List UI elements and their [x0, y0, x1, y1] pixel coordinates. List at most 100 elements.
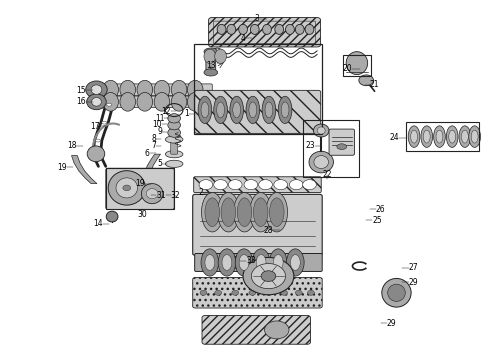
Ellipse shape — [266, 193, 288, 232]
FancyBboxPatch shape — [95, 84, 212, 95]
Ellipse shape — [165, 160, 183, 167]
Ellipse shape — [137, 93, 153, 111]
Ellipse shape — [87, 94, 106, 110]
Ellipse shape — [308, 290, 315, 295]
Ellipse shape — [234, 193, 255, 232]
Ellipse shape — [259, 180, 272, 190]
Ellipse shape — [346, 51, 368, 75]
Text: 16: 16 — [76, 97, 86, 106]
Ellipse shape — [168, 114, 180, 123]
Ellipse shape — [295, 290, 302, 295]
Ellipse shape — [215, 290, 221, 295]
Text: 8: 8 — [151, 134, 156, 143]
Ellipse shape — [123, 185, 131, 191]
Ellipse shape — [314, 124, 329, 137]
Ellipse shape — [246, 96, 260, 123]
Ellipse shape — [214, 96, 227, 123]
Text: 19: 19 — [57, 163, 67, 172]
Ellipse shape — [147, 189, 158, 199]
Text: 26: 26 — [376, 205, 386, 214]
Text: 6: 6 — [145, 149, 150, 158]
Ellipse shape — [382, 278, 411, 307]
Text: 29: 29 — [409, 278, 418, 287]
Text: 2: 2 — [199, 188, 203, 197]
FancyBboxPatch shape — [171, 140, 177, 154]
Ellipse shape — [265, 102, 273, 118]
Ellipse shape — [261, 271, 276, 282]
Ellipse shape — [265, 321, 289, 339]
Ellipse shape — [287, 249, 304, 276]
Text: 22: 22 — [322, 170, 332, 179]
Text: 24: 24 — [389, 133, 399, 142]
Ellipse shape — [187, 93, 203, 111]
Bar — [106, 168, 174, 210]
Ellipse shape — [423, 130, 430, 143]
Ellipse shape — [237, 198, 252, 226]
Text: 12: 12 — [161, 107, 171, 116]
Text: 11: 11 — [155, 114, 164, 123]
Text: 21: 21 — [369, 81, 379, 90]
Ellipse shape — [446, 126, 458, 147]
Ellipse shape — [201, 193, 223, 232]
Ellipse shape — [204, 48, 218, 55]
Bar — [406, 122, 479, 151]
Ellipse shape — [421, 126, 433, 147]
Ellipse shape — [221, 198, 236, 226]
Ellipse shape — [96, 139, 100, 142]
Ellipse shape — [303, 180, 317, 190]
Ellipse shape — [187, 80, 203, 99]
Ellipse shape — [265, 290, 272, 295]
Ellipse shape — [295, 24, 304, 35]
FancyBboxPatch shape — [206, 52, 216, 73]
FancyBboxPatch shape — [193, 278, 322, 308]
Text: 33: 33 — [246, 256, 256, 265]
Ellipse shape — [239, 24, 247, 35]
Ellipse shape — [198, 96, 212, 123]
Ellipse shape — [408, 126, 420, 147]
Text: 10: 10 — [152, 120, 162, 129]
Text: 7: 7 — [151, 141, 156, 150]
Ellipse shape — [91, 85, 102, 94]
Text: 13: 13 — [206, 61, 216, 70]
Ellipse shape — [256, 255, 266, 270]
Ellipse shape — [168, 121, 180, 130]
Ellipse shape — [137, 80, 153, 99]
Ellipse shape — [154, 93, 170, 111]
Ellipse shape — [199, 180, 213, 190]
Ellipse shape — [165, 136, 183, 143]
Ellipse shape — [230, 96, 244, 123]
Ellipse shape — [388, 284, 405, 301]
Ellipse shape — [217, 24, 226, 35]
Text: 31: 31 — [156, 190, 166, 199]
Text: 14: 14 — [94, 219, 103, 228]
Text: 5: 5 — [157, 159, 162, 168]
Ellipse shape — [168, 128, 180, 137]
Ellipse shape — [263, 24, 271, 35]
Ellipse shape — [462, 130, 468, 143]
Ellipse shape — [318, 127, 325, 134]
FancyBboxPatch shape — [106, 168, 174, 210]
Ellipse shape — [309, 151, 333, 173]
Ellipse shape — [205, 198, 220, 226]
Text: 32: 32 — [171, 190, 180, 199]
Text: 25: 25 — [372, 216, 382, 225]
Text: 3: 3 — [255, 14, 260, 23]
Ellipse shape — [232, 290, 239, 295]
Ellipse shape — [201, 102, 209, 118]
Polygon shape — [72, 156, 97, 184]
Ellipse shape — [106, 211, 118, 222]
Ellipse shape — [252, 249, 270, 276]
Ellipse shape — [249, 290, 256, 295]
Text: 27: 27 — [409, 264, 418, 273]
Ellipse shape — [116, 178, 138, 198]
Ellipse shape — [154, 80, 170, 99]
Ellipse shape — [262, 96, 276, 123]
Ellipse shape — [359, 75, 373, 86]
Ellipse shape — [171, 93, 187, 111]
Ellipse shape — [250, 24, 259, 35]
Ellipse shape — [275, 24, 284, 35]
Text: 29: 29 — [387, 319, 396, 328]
Text: 4: 4 — [240, 34, 245, 43]
Ellipse shape — [270, 249, 287, 276]
FancyBboxPatch shape — [202, 316, 311, 344]
